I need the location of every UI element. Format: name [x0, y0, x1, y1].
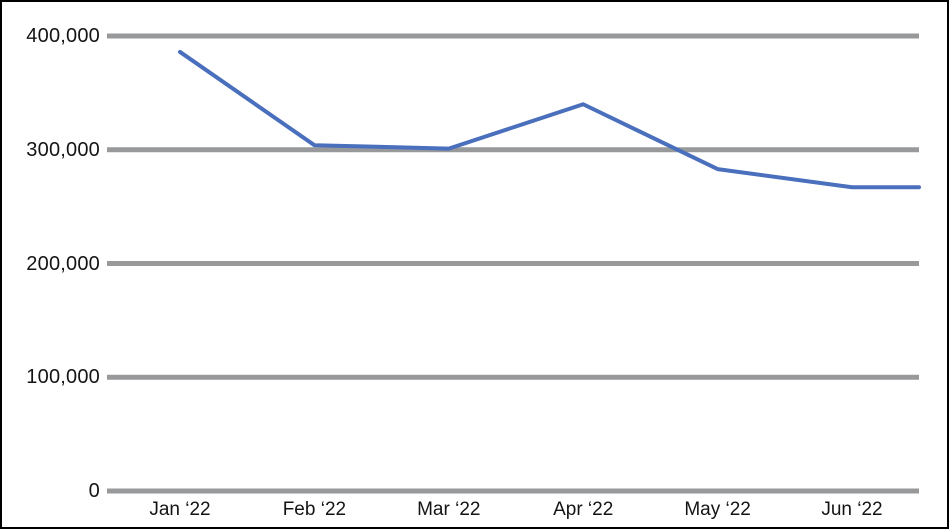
y-tick-label: 400,000	[26, 25, 100, 47]
y-tick-label: 100,000	[26, 366, 100, 389]
y-tick-label: 300,000	[26, 138, 100, 161]
x-tick-label: Jun ‘22	[821, 499, 883, 520]
y-tick-label: 0	[88, 480, 100, 502]
x-tick-label: Feb ‘22	[282, 499, 347, 520]
x-tick-label: Jan ‘22	[149, 499, 211, 520]
data-line	[178, 49, 921, 190]
y-tick-label: 200,000	[26, 252, 100, 275]
x-tick-label: Mar ‘22	[417, 499, 481, 520]
x-tick-label: Apr ‘22	[553, 499, 614, 520]
x-tick-label: May ‘22	[684, 499, 751, 520]
